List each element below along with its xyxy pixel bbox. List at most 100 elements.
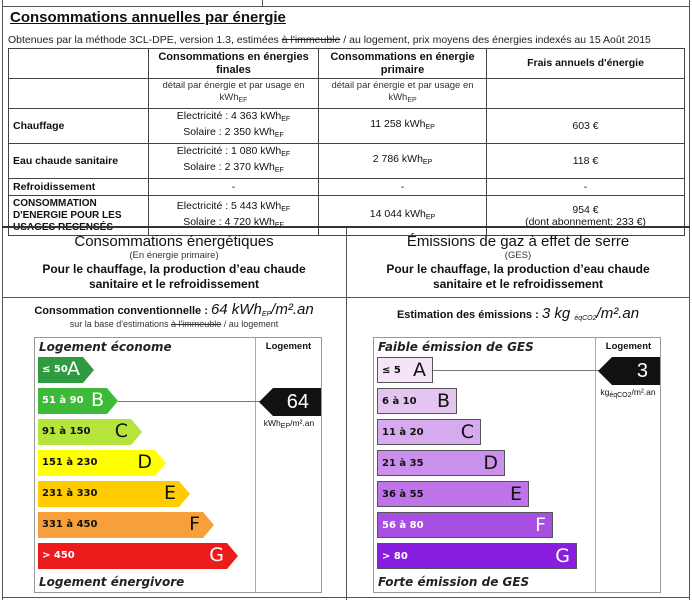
class-bar-a: ≤ 50 A <box>38 357 94 383</box>
energy-label: Logement économe Logement énergivore Log… <box>34 337 322 593</box>
class-bar-a: ≤ 5 A <box>377 357 433 383</box>
basis-struck: à l'immeuble <box>170 319 222 329</box>
header-final: Consommations en énergies finales <box>148 48 319 79</box>
energy-desc: Pour le chauffage, la production d’eau c… <box>42 262 306 291</box>
final-line: Electricité : 5 443 kWhEF <box>152 200 315 216</box>
class-range: 6 à 10 <box>382 396 417 407</box>
class-letter: B <box>436 390 450 412</box>
class-range: 91 à 150 <box>42 426 91 437</box>
conv-unit: /m².an <box>271 301 314 318</box>
cost-cell: - <box>486 178 685 196</box>
class-range: ≤ 5 <box>382 365 401 376</box>
final-cell: Electricité : 1 080 kWhEF Solaire : 2 370… <box>148 143 319 179</box>
class-letter: C <box>114 420 128 442</box>
final-value: Electricité : 1 080 kWh <box>176 145 282 157</box>
logement-column-divider <box>255 338 256 592</box>
class-range: 21 à 35 <box>382 458 424 469</box>
indicator-line <box>118 401 260 402</box>
table-row: Eau chaude sanitaire Electricité : 1 080… <box>8 143 685 179</box>
cost-cell: 118 € <box>486 143 685 179</box>
final-line: Solaire : 4 720 kWhEF <box>152 216 315 232</box>
cost-cell: 603 € <box>486 108 685 144</box>
class-letter: C <box>460 421 474 443</box>
header-empty <box>8 48 149 79</box>
conv-value: 64 kWh <box>210 301 262 318</box>
final-value: - <box>231 181 236 193</box>
table-row: Refroidissement - - - <box>8 178 685 196</box>
class-letter: F <box>535 514 546 536</box>
basis-text: sur la base d'estimations <box>69 319 171 329</box>
top-divider <box>2 6 690 7</box>
unit-sub: EP <box>422 159 433 166</box>
header-primary: Consommations en énergie primaire <box>318 48 487 79</box>
row-label: Chauffage <box>8 108 149 144</box>
unit-sub: EF <box>281 151 291 158</box>
row-label: Eau chaude sanitaire <box>8 143 149 179</box>
unit-after: /m².an <box>290 418 315 428</box>
class-bar-g: > 450 G <box>38 543 238 569</box>
cost-value: 118 € <box>572 155 599 167</box>
method-subtitle: Obtenues par la méthode 3CL-DPE, version… <box>8 34 651 46</box>
class-bar-e: 36 à 55 E <box>377 481 529 507</box>
conv-sub: EP <box>261 311 272 318</box>
detail-text: détail par énergie et par usage en kWh <box>331 80 474 103</box>
primary-value: 11 258 kWh <box>370 118 426 130</box>
top-vdivider <box>262 0 263 6</box>
cost-value: 603 € <box>572 120 599 132</box>
indicator-line <box>433 370 599 371</box>
class-letter: D <box>137 451 152 473</box>
final-line: Electricité : 1 080 kWhEF <box>152 145 315 161</box>
bottom-divider <box>2 597 690 598</box>
unit-text: kg <box>600 387 610 397</box>
section-title: Consommations annuelles par énergie <box>10 9 286 26</box>
class-range: ≤ 50 <box>42 364 68 375</box>
est-sub: éqCO2 <box>574 315 597 322</box>
class-letter: E <box>163 482 176 504</box>
subtitle-text: Obtenues par la méthode 3CL-DPE, version… <box>8 34 282 46</box>
frame-left <box>2 0 3 600</box>
final-cell: Electricité : 5 443 kWhEF Solaire : 4 720… <box>148 195 319 236</box>
class-bar-b: 6 à 10 B <box>377 388 457 414</box>
consumption-table: Consommations en énergies finales Consom… <box>8 48 685 236</box>
ges-estimation: Estimation des émissions : 3 kg éqCO2/m²… <box>346 305 690 323</box>
ges-desc: Pour le chauffage, la production d’eau c… <box>386 262 650 291</box>
est-value: 3 kg <box>541 305 575 322</box>
unit-sub: éqCO2 <box>609 392 632 399</box>
class-range: 151 à 230 <box>42 457 98 468</box>
unit-sub: EP <box>407 97 417 104</box>
energy-header: Consommations énergétiques (En énergie p… <box>2 233 346 293</box>
conv-label: Consommation conventionnelle : <box>34 305 211 317</box>
class-range: 56 à 80 <box>382 520 424 531</box>
unit-sub: EP <box>280 423 291 430</box>
est-label: Estimation des émissions : <box>396 309 542 321</box>
energy-paren: (En énergie primaire) <box>129 250 219 261</box>
class-bar-f: 331 à 450 F <box>38 512 214 538</box>
class-range: 231 à 330 <box>42 488 98 499</box>
ges-top-label: Faible émission de GES <box>378 340 534 354</box>
value-unit: kgéqCO2/m².an <box>595 387 661 399</box>
ges-title: Émissions de gaz à effet de serre <box>406 233 630 250</box>
primary-value: 2 786 kWh <box>372 153 423 165</box>
class-range: > 450 <box>42 550 75 561</box>
unit-after: /m².an <box>631 387 656 397</box>
unit-sub: EP <box>425 124 435 131</box>
unit-sub: EF <box>274 132 284 139</box>
energy-conv: Consommation conventionnelle : 64 kWhEP/… <box>2 301 346 329</box>
ges-header: Émissions de gaz à effet de serre (GES) … <box>346 233 690 293</box>
row-label: Refroidissement <box>8 178 149 196</box>
class-letter: G <box>555 545 570 567</box>
primary-cell: - <box>318 178 487 196</box>
energy-top-label: Logement économe <box>39 340 172 354</box>
class-range: 11 à 20 <box>382 427 424 438</box>
table-row: Chauffage Electricité : 4 363 kWhEF Solai… <box>8 108 685 144</box>
ges-bottom-label: Forte émission de GES <box>378 575 530 589</box>
cost-value: 954 € <box>572 203 599 216</box>
logement-value: 3 <box>636 360 648 382</box>
panel-header-divider <box>2 297 690 298</box>
value-arrow: 3 <box>598 357 660 385</box>
class-letter: B <box>90 389 104 411</box>
class-letter: A <box>67 358 80 380</box>
class-range: > 80 <box>382 551 408 562</box>
unit-sub: EF <box>281 205 291 213</box>
primary-cell: 11 258 kWhEP <box>318 108 487 144</box>
